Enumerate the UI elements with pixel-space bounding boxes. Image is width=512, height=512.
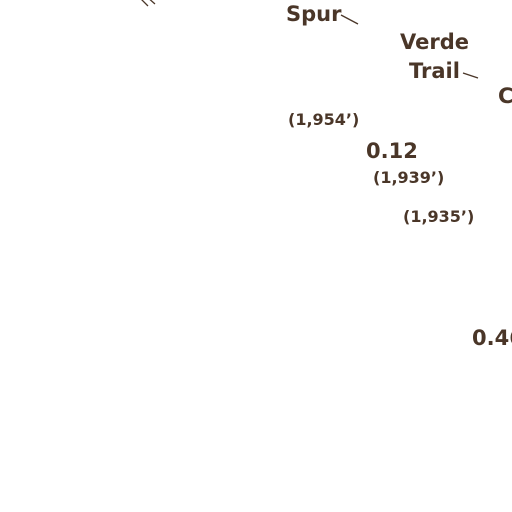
spur-label: Spur — [286, 2, 342, 26]
elevation-label-1954: (1,954’) — [288, 110, 360, 129]
cut-off-trail-label: C — [498, 84, 512, 108]
corner-hatch-mark — [141, 0, 156, 7]
verde-trail-label-line2: Trail — [409, 59, 460, 83]
elevation-label-1935: (1,935’) — [403, 207, 475, 226]
verde-trail-label: Verde Trail — [400, 28, 469, 86]
elevation-label-1939: (1,939’) — [373, 168, 445, 187]
mileage-label-0-46: 0.46 — [472, 326, 512, 350]
verde-trail-label-line1: Verde — [400, 30, 469, 54]
verde-trail-leader-line — [462, 72, 479, 79]
mileage-label-0-12: 0.12 — [366, 139, 418, 163]
spur-leader-line — [340, 14, 359, 25]
